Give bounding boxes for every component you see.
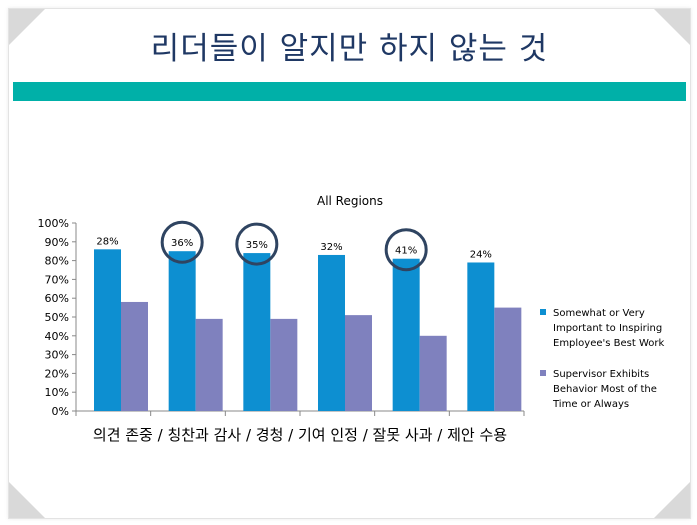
y-tick-label: 30% [45, 349, 69, 362]
corner-decoration [654, 9, 690, 45]
y-tick-label: 90% [45, 236, 69, 249]
y-tick-label: 40% [45, 330, 69, 343]
corner-decoration [9, 9, 45, 45]
y-tick-label: 80% [45, 255, 69, 268]
bar-exhibits [121, 301, 148, 411]
accent-band [13, 82, 686, 101]
gap-data-label: 32% [320, 242, 342, 253]
highlight-circle [384, 228, 428, 272]
bar-important [168, 251, 196, 411]
y-tick-label: 50% [45, 311, 69, 324]
corner-decoration [9, 482, 45, 518]
y-tick-label: 100% [38, 217, 69, 230]
highlight-circle [160, 220, 204, 264]
legend-swatch [540, 309, 546, 315]
legend-label: Behavior Most of the [553, 384, 657, 395]
legend-label: Employee's Best Work [553, 338, 665, 349]
legend-swatch [540, 370, 546, 376]
y-tick-label: 0% [52, 405, 69, 418]
bar-important [318, 254, 345, 411]
legend-label: Time or Always [552, 399, 629, 410]
bar-important [94, 249, 121, 411]
gap-data-label: 28% [96, 236, 118, 247]
bar-exhibits [270, 318, 298, 411]
y-tick-label: 10% [45, 386, 69, 399]
bar-exhibits [494, 307, 522, 411]
bar-important [467, 262, 495, 411]
x-axis-category-labels: 의견 존중 / 칭찬과 감사 / 경청 / 기여 인정 / 잘못 사과 / 제안… [93, 426, 507, 444]
y-tick-label: 60% [45, 292, 69, 305]
bar-exhibits [345, 315, 372, 411]
slide-title: 리더들이 알지만 하지 않는 것 [150, 31, 549, 67]
gap-data-label: 35% [246, 240, 268, 251]
legend-label: Somewhat or Very [553, 308, 645, 319]
bar-important [392, 258, 420, 411]
legend-label: Supervisor Exhibits [553, 369, 649, 380]
corner-decoration [654, 482, 690, 518]
gap-data-label: 41% [395, 246, 417, 257]
bar-exhibits [419, 335, 447, 411]
y-tick-label: 20% [45, 367, 69, 380]
slide: 리더들이 알지만 하지 않는 것 [8, 8, 691, 519]
gap-data-label: 36% [171, 238, 193, 249]
bar-exhibits [195, 318, 223, 411]
bar-important [243, 253, 271, 411]
highlight-circle [235, 222, 279, 266]
chart-title: All Regions [317, 194, 383, 208]
y-tick-label: 70% [45, 273, 69, 286]
legend-label: Important to Inspiring [553, 323, 662, 334]
gap-data-label: 24% [470, 249, 492, 260]
